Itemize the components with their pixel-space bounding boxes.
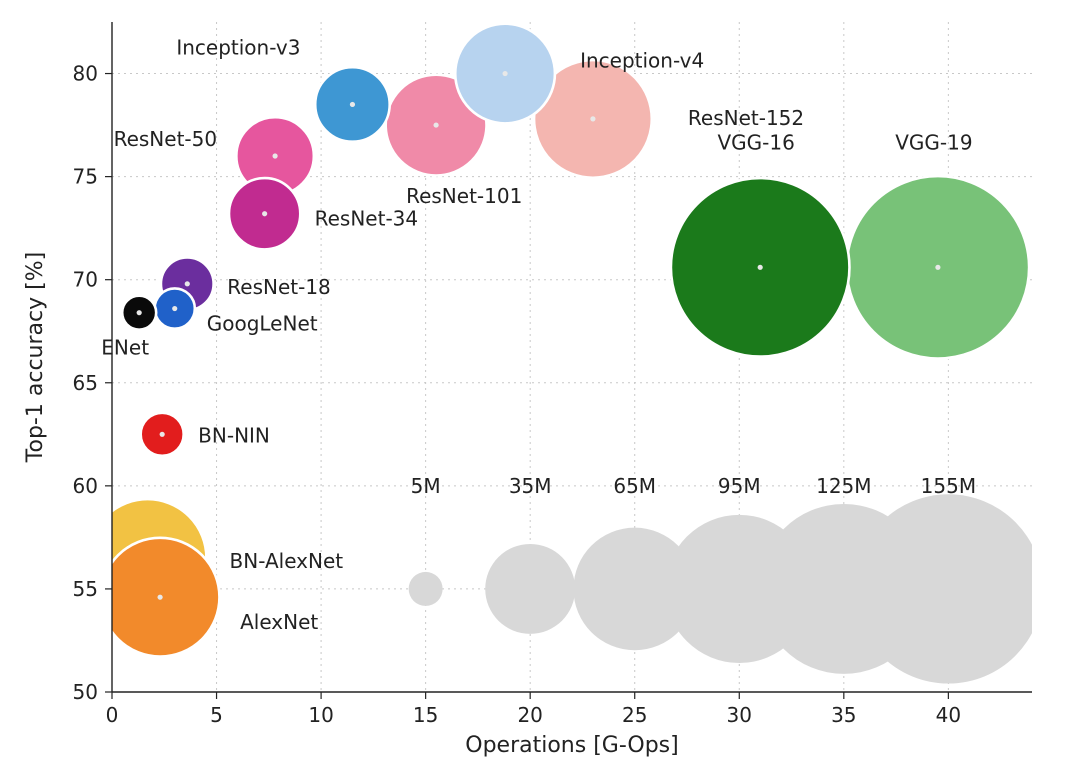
model-center-dot — [157, 595, 162, 600]
model-label: BN-NIN — [198, 423, 270, 447]
accuracy-vs-operations-chart: 0 5 10 15 20 25 30 35 40 50 55 60 65 70 75 80 Operations… — [0, 0, 1080, 773]
legend-label: 5M — [411, 474, 441, 498]
y-axis-label: Top-1 accuracy [%] — [23, 252, 48, 463]
model-label: ResNet-152 — [688, 106, 804, 130]
x-tick-label: 35 — [831, 703, 856, 727]
legend-label: 125M — [816, 474, 871, 498]
model-center-dot — [433, 122, 438, 127]
y-tick-label: 75 — [73, 165, 98, 189]
legend-label: 65M — [613, 474, 656, 498]
x-tick-label: 5 — [210, 703, 223, 727]
x-tick-label: 10 — [308, 703, 333, 727]
y-tick-label: 60 — [73, 474, 98, 498]
model-point-alexnet — [101, 538, 220, 657]
model-point-bn-nin — [141, 413, 184, 456]
legend-bubble — [409, 572, 443, 606]
model-center-dot — [137, 310, 142, 315]
model-point-vgg-19 — [847, 176, 1029, 358]
legend-label: 35M — [509, 474, 552, 498]
model-center-dot — [590, 116, 595, 121]
x-tick-label: 25 — [622, 703, 647, 727]
model-point-inception-v4 — [455, 24, 555, 124]
model-center-dot — [262, 211, 267, 216]
legend-label: 155M — [921, 474, 976, 498]
model-label: VGG-16 — [718, 130, 795, 154]
model-center-dot — [758, 265, 763, 270]
model-point-vgg-16 — [671, 178, 850, 357]
model-center-dot — [185, 281, 190, 286]
model-center-dot — [350, 102, 355, 107]
legend-bubble — [854, 494, 1043, 683]
model-label: BN-AlexNet — [230, 549, 344, 573]
model-label: ResNet-18 — [227, 275, 330, 299]
x-tick-label: 20 — [517, 703, 542, 727]
model-center-dot — [935, 265, 940, 270]
y-tick-label: 50 — [73, 680, 98, 704]
y-tick-label: 55 — [73, 577, 98, 601]
y-tick-label: 70 — [73, 268, 98, 292]
model-label: ResNet-34 — [315, 207, 419, 231]
model-point-resnet-34 — [229, 178, 300, 249]
model-center-dot — [502, 71, 507, 76]
model-label: AlexNet — [240, 610, 318, 634]
model-center-dot — [272, 153, 277, 158]
legend-label: 95M — [718, 474, 761, 498]
model-center-dot — [160, 432, 165, 437]
model-center-dot — [172, 306, 177, 311]
model-label: ENet — [101, 336, 149, 360]
x-tick-label: 30 — [727, 703, 752, 727]
x-tick-label: 0 — [106, 703, 119, 727]
model-point-googlenet — [155, 288, 195, 328]
model-label: Inception-v4 — [580, 49, 704, 73]
model-label: GoogLeNet — [207, 312, 318, 336]
x-tick-label: 15 — [413, 703, 438, 727]
model-point-enet — [122, 296, 156, 330]
model-label: Inception-v3 — [176, 35, 300, 59]
x-tick-label: 40 — [936, 703, 961, 727]
model-label: ResNet-50 — [114, 127, 218, 151]
y-tick-label: 80 — [73, 62, 98, 86]
model-label: VGG-19 — [895, 130, 972, 154]
model-label: ResNet-101 — [406, 184, 522, 208]
legend-bubble — [485, 544, 575, 634]
y-tick-label: 65 — [73, 371, 98, 395]
x-axis-label: Operations [G-Ops] — [465, 733, 678, 758]
chart-svg: 0 5 10 15 20 25 30 35 40 50 55 60 65 70 75 80 Operations… — [0, 0, 1080, 773]
model-point-inception-v3 — [315, 67, 389, 141]
